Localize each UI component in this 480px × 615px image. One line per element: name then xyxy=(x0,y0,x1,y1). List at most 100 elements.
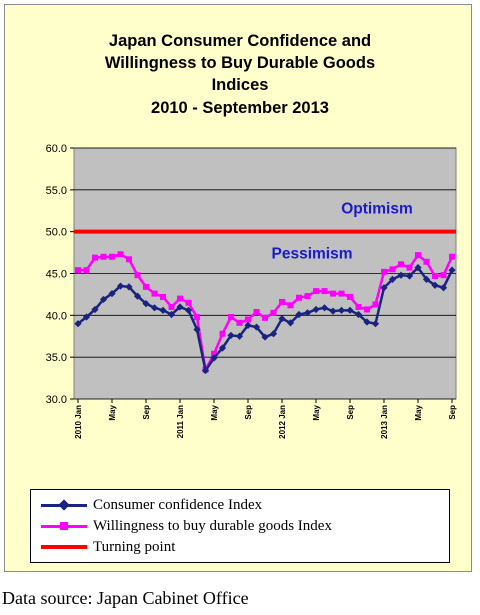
x-tick-label: 2010 Jan xyxy=(74,405,83,439)
data-point-willingness xyxy=(440,272,447,279)
data-point-consumer-confidence xyxy=(371,320,380,328)
data-point-willingness xyxy=(321,288,328,295)
data-point-willingness xyxy=(355,303,362,310)
data-point-consumer-confidence xyxy=(108,289,116,298)
data-point-consumer-confidence xyxy=(116,282,125,290)
data-point-willingness xyxy=(287,302,294,309)
chart-title-line: Indices xyxy=(212,76,269,94)
data-point-willingness xyxy=(364,306,370,313)
data-point-consumer-confidence xyxy=(448,266,456,274)
data-point-willingness xyxy=(279,298,285,305)
y-tick-label: 35.0 xyxy=(46,352,67,364)
data-point-willingness xyxy=(228,314,234,321)
data-point-consumer-confidence xyxy=(74,320,82,328)
data-point-consumer-confidence xyxy=(303,309,312,317)
data-point-willingness xyxy=(83,267,90,274)
legend-label-consumer-confidence: Consumer confidence Index xyxy=(93,496,263,513)
data-point-consumer-confidence xyxy=(235,332,244,340)
data-point-willingness xyxy=(372,301,379,308)
x-tick-label: Sep xyxy=(346,405,355,420)
data-point-consumer-confidence xyxy=(201,366,210,375)
data-point-willingness xyxy=(92,254,98,261)
data-point-willingness xyxy=(423,258,430,265)
data-point-consumer-confidence xyxy=(184,306,193,314)
data-point-consumer-confidence xyxy=(439,284,448,292)
data-point-consumer-confidence xyxy=(329,307,337,315)
data-point-willingness xyxy=(449,253,455,260)
data-point-consumer-confidence xyxy=(193,325,201,334)
data-point-consumer-confidence xyxy=(176,303,184,311)
data-point-consumer-confidence xyxy=(269,330,278,338)
data-point-willingness xyxy=(347,293,353,300)
x-tick-label: Sep xyxy=(448,405,457,420)
legend-swatch-willingness xyxy=(41,516,87,536)
x-tick-label: 2011 Jan xyxy=(176,405,185,438)
x-tick-label: 2012 Jan xyxy=(278,405,287,439)
data-point-willingness xyxy=(185,299,192,306)
x-tick-label: Sep xyxy=(244,405,253,420)
data-point-consumer-confidence xyxy=(431,281,439,289)
data-point-willingness xyxy=(211,350,217,357)
data-point-willingness xyxy=(381,268,387,275)
data-point-consumer-confidence xyxy=(380,284,388,292)
annotation-pessimism: Pessimism xyxy=(272,245,353,262)
data-point-willingness xyxy=(151,290,158,297)
y-tick-label: 45.0 xyxy=(46,269,67,281)
data-point-willingness xyxy=(398,261,404,268)
data-point-consumer-confidence xyxy=(125,283,133,291)
data-point-willingness xyxy=(406,264,413,271)
data-point-willingness xyxy=(262,314,268,321)
data-point-consumer-confidence xyxy=(99,295,108,304)
data-point-willingness xyxy=(236,319,243,326)
chart-title-line: Japan Consumer Confidence and xyxy=(109,32,371,50)
data-point-consumer-confidence xyxy=(295,310,303,319)
data-point-willingness xyxy=(313,288,319,295)
x-tick-label: May xyxy=(108,404,117,420)
x-tick-label: 2013 Jan xyxy=(380,405,389,439)
data-source-note: Data source: Japan Cabinet Office xyxy=(2,588,249,608)
data-point-willingness xyxy=(109,253,115,260)
data-point-willingness xyxy=(134,272,141,279)
legend-item-willingness: Willingness to buy durable goods Index xyxy=(41,516,332,536)
legend-item-turning-point: Turning point xyxy=(41,537,175,557)
data-point-willingness xyxy=(415,252,421,259)
data-point-consumer-confidence xyxy=(150,304,159,312)
data-point-willingness xyxy=(296,294,302,301)
data-point-willingness xyxy=(253,308,260,315)
data-point-consumer-confidence xyxy=(320,304,329,312)
data-point-consumer-confidence xyxy=(278,315,286,323)
data-point-consumer-confidence xyxy=(261,333,269,341)
y-tick-label: 55.0 xyxy=(46,185,67,197)
data-point-consumer-confidence xyxy=(210,354,218,362)
data-point-consumer-confidence xyxy=(405,272,414,280)
x-tick-label: May xyxy=(312,404,321,420)
data-point-consumer-confidence xyxy=(91,305,99,314)
data-point-willingness xyxy=(432,273,438,280)
data-point-consumer-confidence xyxy=(286,319,295,327)
data-point-consumer-confidence xyxy=(337,306,346,314)
data-point-willingness xyxy=(126,256,132,263)
x-tick-label: May xyxy=(210,404,219,420)
chart-title-line: 2010 - September 2013 xyxy=(151,99,329,117)
data-point-consumer-confidence xyxy=(244,321,252,329)
data-point-willingness xyxy=(75,267,81,274)
data-point-consumer-confidence xyxy=(159,306,167,314)
legend-label-turning-point: Turning point xyxy=(93,538,176,555)
data-point-consumer-confidence xyxy=(218,344,227,352)
legend-item-consumer-confidence: Consumer confidence Index xyxy=(41,495,262,515)
data-point-consumer-confidence xyxy=(252,323,261,331)
x-tick-label: Sep xyxy=(142,405,151,420)
data-point-consumer-confidence xyxy=(227,331,235,340)
data-point-willingness xyxy=(194,314,200,321)
annotation-optimism: Optimism xyxy=(341,200,412,217)
chart-title-line: Willingness to Buy Durable Goods xyxy=(105,54,375,72)
data-point-consumer-confidence xyxy=(346,306,354,314)
data-point-willingness xyxy=(219,330,226,337)
y-tick-label: 60.0 xyxy=(46,143,67,155)
data-point-consumer-confidence xyxy=(414,264,422,272)
data-point-consumer-confidence xyxy=(354,310,363,319)
data-point-willingness xyxy=(143,283,149,290)
data-point-willingness xyxy=(389,266,396,273)
data-point-willingness xyxy=(100,253,107,260)
data-point-willingness xyxy=(160,293,166,300)
